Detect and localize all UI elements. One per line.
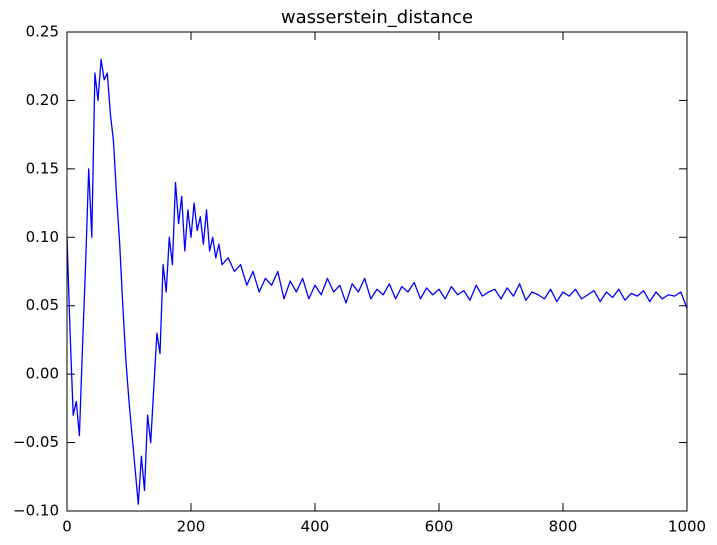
y-tick-label: 0.10 (26, 228, 59, 246)
x-tick-label: 600 (425, 518, 454, 536)
x-tick-label: 1000 (668, 518, 706, 536)
y-tick-label: 0.20 (26, 91, 59, 109)
x-tick-label: 200 (177, 518, 206, 536)
y-tick-label: −0.10 (13, 502, 59, 520)
x-tick-label: 800 (549, 518, 578, 536)
plot-frame (66, 31, 688, 512)
x-tick-label: 400 (301, 518, 330, 536)
y-tick-label: 0.15 (26, 159, 59, 177)
x-tick-label: 0 (62, 518, 72, 536)
chart-title: wasserstein_distance (281, 7, 473, 28)
y-tick-label: 0.25 (26, 23, 59, 41)
data-line (66, 58, 688, 505)
y-tick-label: −0.05 (13, 433, 59, 451)
y-tick-label: 0.00 (26, 365, 59, 383)
y-tick-label: 0.05 (26, 296, 59, 314)
